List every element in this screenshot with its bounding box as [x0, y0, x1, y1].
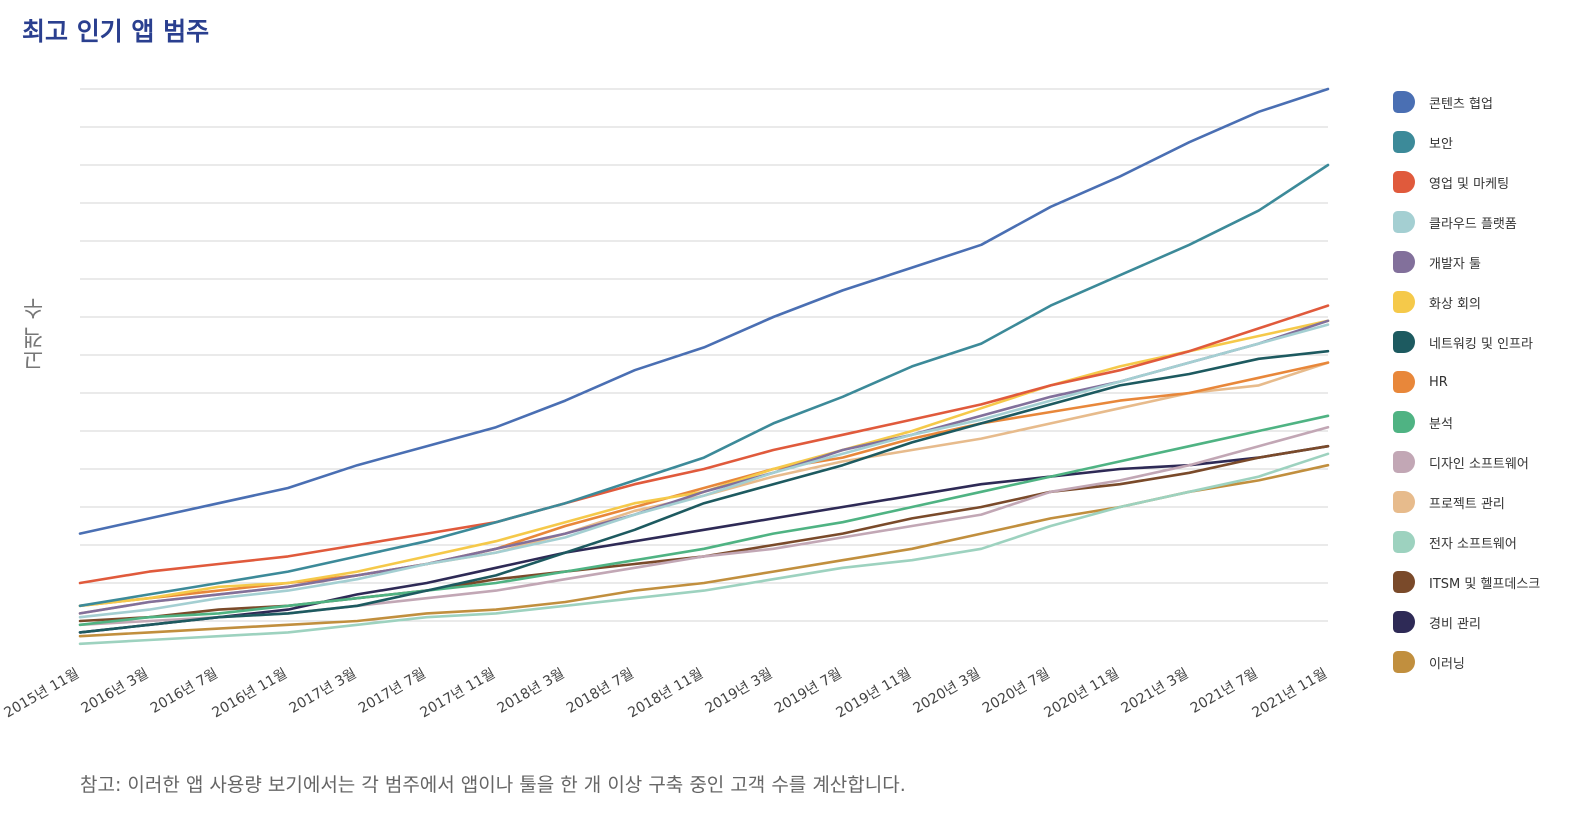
x-tick-label: 2018년 3월 — [495, 666, 568, 717]
legend-swatch — [1393, 131, 1415, 153]
legend-item: HR — [1393, 362, 1573, 402]
legend-item: 프로젝트 관리 — [1393, 482, 1573, 522]
legend-item: 보안 — [1393, 122, 1573, 162]
legend-item: ITSM 및 헬프데스크 — [1393, 562, 1573, 602]
legend-label: 콘텐츠 협업 — [1429, 96, 1493, 112]
legend-item: 경비 관리 — [1393, 602, 1573, 642]
legend-label: 이러닝 — [1429, 656, 1465, 672]
legend-label: 영업 및 마케팅 — [1429, 176, 1510, 192]
x-tick-label: 2020년 3월 — [911, 666, 984, 717]
series-line-8 — [78, 414, 1330, 627]
x-tick-label: 2017년 3월 — [287, 666, 360, 717]
x-tick-label: 2019년 11월 — [834, 666, 914, 722]
legend-swatch — [1393, 451, 1415, 473]
legend-swatch — [1393, 171, 1415, 193]
series-line-13 — [78, 444, 1330, 634]
series-line-6 — [78, 349, 1330, 634]
series-line-11 — [78, 452, 1330, 646]
legend-swatch — [1393, 651, 1415, 673]
legend-swatch — [1393, 611, 1415, 633]
x-tick-label: 2021년 3월 — [1119, 666, 1192, 717]
chart-title: 최고 인기 앱 범주 — [22, 17, 210, 46]
legend-label: 개발자 툴 — [1429, 256, 1481, 272]
legend-item: 클라우드 플랫폼 — [1393, 202, 1573, 242]
legend-label: 네트워킹 및 인프라 — [1429, 336, 1533, 352]
legend-item: 분석 — [1393, 402, 1573, 442]
legend-label: 분석 — [1429, 416, 1453, 432]
series-line-2 — [78, 304, 1330, 585]
legend-item: 화상 회의 — [1393, 282, 1573, 322]
legend-label: 클라우드 플랫폼 — [1429, 216, 1517, 232]
legend-label: 보안 — [1429, 136, 1453, 152]
legend-item: 콘텐츠 협업 — [1393, 82, 1573, 122]
x-tick-label: 2016년 11월 — [210, 666, 290, 722]
legend-item: 개발자 툴 — [1393, 242, 1573, 282]
legend-swatch — [1393, 251, 1415, 273]
legend-item: 전자 소프트웨어 — [1393, 522, 1573, 562]
series-line-3 — [78, 323, 1330, 619]
legend-label: 전자 소프트웨어 — [1429, 536, 1517, 552]
legend-swatch — [1393, 91, 1415, 113]
legend-label: 경비 관리 — [1429, 616, 1481, 632]
legend-swatch — [1393, 411, 1415, 433]
legend-item: 영업 및 마케팅 — [1393, 162, 1573, 202]
legend-swatch — [1393, 211, 1415, 233]
gridlines — [80, 88, 1328, 622]
footnote: 참고: 이러한 앱 사용량 보기에서는 각 범주에서 앱이나 툴을 한 개 이상… — [80, 774, 906, 796]
x-tick-label: 2016년 3월 — [79, 666, 152, 717]
legend-label: 디자인 소프트웨어 — [1429, 456, 1529, 472]
legend-swatch — [1393, 531, 1415, 553]
series-lines — [78, 87, 1330, 646]
x-tick-label: 2015년 11월 — [2, 666, 82, 722]
x-tick-label: 2019년 3월 — [703, 666, 776, 717]
legend-swatch — [1393, 491, 1415, 513]
legend-label: 화상 회의 — [1429, 296, 1481, 312]
legend-swatch — [1393, 371, 1415, 393]
legend-swatch — [1393, 291, 1415, 313]
x-tick-label: 2018년 11월 — [626, 666, 706, 722]
series-line-1 — [78, 163, 1330, 608]
legend-item: 이러닝 — [1393, 642, 1573, 682]
legend-item: 디자인 소프트웨어 — [1393, 442, 1573, 482]
legend-swatch — [1393, 571, 1415, 593]
series-line-12 — [78, 444, 1330, 623]
x-tick-label: 2021년 11월 — [1250, 666, 1330, 722]
x-tick-label: 2020년 11월 — [1042, 666, 1122, 722]
x-tick-label: 2017년 11월 — [418, 666, 498, 722]
legend-item: 네트워킹 및 인프라 — [1393, 322, 1573, 362]
series-line-0 — [78, 87, 1330, 535]
legend-label: ITSM 및 헬프데스크 — [1429, 576, 1541, 592]
legend-label: HR — [1429, 374, 1448, 390]
legend-swatch — [1393, 331, 1415, 353]
series-line-7 — [78, 361, 1330, 608]
legend-label: 프로젝트 관리 — [1429, 496, 1505, 512]
